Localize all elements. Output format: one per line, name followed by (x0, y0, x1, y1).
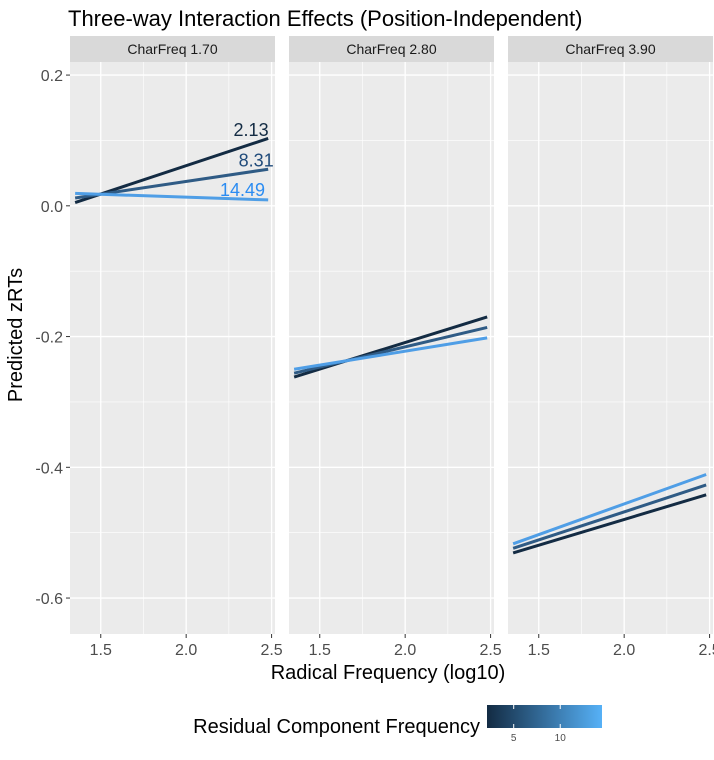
series-line (75, 191, 269, 202)
panel-background (70, 62, 275, 634)
legend-tick-label: 5 (511, 733, 517, 744)
x-axis-title: Radical Frequency (log10) (271, 662, 506, 684)
y-axis-title: Predicted zRTs (5, 268, 27, 402)
x-tick-label: 1.5 (309, 642, 331, 659)
series-line (512, 483, 707, 550)
facet-strip-label: CharFreq 3.90 (565, 41, 655, 57)
legend-ticks: 5 10 (511, 705, 566, 744)
line-label: 8.31 (239, 151, 274, 171)
y-tick-label: -0.4 (35, 460, 63, 477)
line-label: 14.49 (220, 180, 265, 200)
series-line (293, 336, 488, 371)
y-tick-label: 0.2 (41, 68, 63, 85)
x-tick-label: 1.5 (90, 642, 112, 659)
x-tick-label: 2.0 (175, 642, 197, 659)
y-tick-label: -0.2 (35, 330, 63, 347)
legend-tick-label: 10 (555, 733, 567, 744)
facet-panel: CharFreq 3.90 1.5 2.0 2.5 (508, 36, 714, 659)
series-line (293, 325, 488, 375)
facet-panel: CharFreq 2.80 1.5 2.0 2.5 (289, 36, 502, 659)
facet-strip (70, 36, 275, 62)
y-tick-label: 0.0 (41, 199, 63, 216)
y-axis: 0.2 0.0 -0.2 -0.4 -0.6 (35, 68, 70, 608)
chart-title: Three-way Interaction Effects (Position-… (68, 6, 582, 31)
legend: Residual Component Frequency 5 10 (193, 705, 602, 744)
x-tick-label: 2.5 (479, 642, 501, 659)
x-tick-label: 1.5 (528, 642, 550, 659)
series-line (512, 473, 707, 546)
facet-strip (289, 36, 494, 62)
series-line (512, 493, 707, 555)
x-tick-label: 2.5 (260, 642, 282, 659)
legend-colorbar (487, 705, 602, 728)
facet-strip (508, 36, 713, 62)
x-tick-label: 2.0 (613, 642, 635, 659)
line-label: 2.13 (234, 120, 269, 140)
facet-panel: CharFreq 1.70 2.13 8.31 14.49 1.5 2.0 2.5 (70, 36, 283, 659)
x-tick-label: 2.0 (394, 642, 416, 659)
y-tick-label: -0.6 (35, 591, 63, 608)
facet-strip-label: CharFreq 2.80 (346, 41, 436, 57)
legend-title: Residual Component Frequency (193, 716, 480, 738)
x-tick-label: 2.5 (698, 642, 714, 659)
facet-strip-label: CharFreq 1.70 (127, 41, 217, 57)
